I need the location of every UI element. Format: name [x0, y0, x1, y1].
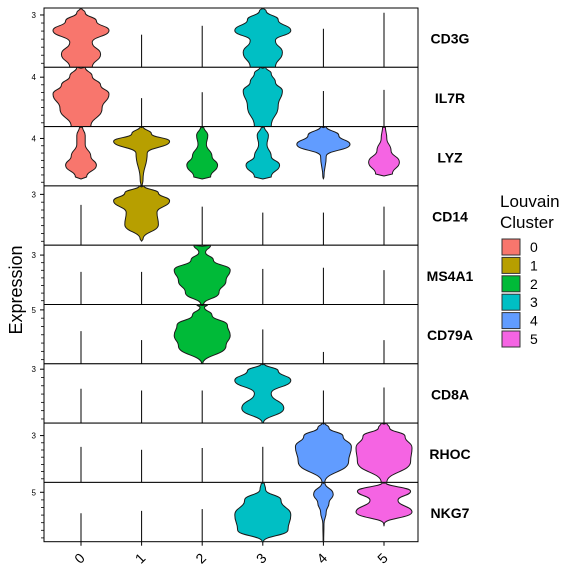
- panel-cd79a: 5 CD79A: [32, 304, 473, 365]
- gene-label: CD79A: [427, 327, 473, 343]
- violin-cluster-0: [52, 7, 110, 68]
- x-tick-label: 3: [253, 550, 270, 567]
- violin-panels: 3 CD3G 4 IL7R 4 LYZ 3 CD14 3 MS4A1 5 CD79A 3 CD8A 3 RHO…: [32, 7, 474, 543]
- x-tick-label: 5: [374, 550, 391, 567]
- legend-swatch-3: [501, 293, 521, 311]
- legend-swatch-4: [501, 312, 521, 330]
- panel-cd14: 3 CD14: [32, 185, 468, 246]
- legend-title: Cluster: [500, 213, 554, 232]
- violin-cluster-2: [173, 244, 231, 305]
- violin-cluster-1: [113, 126, 171, 187]
- gene-label: CD14: [432, 209, 468, 225]
- y-tick-label: 3: [32, 251, 37, 260]
- panel-lyz: 4 LYZ: [32, 126, 463, 187]
- y-tick-label: 5: [32, 306, 37, 315]
- gene-label: CD3G: [431, 31, 470, 47]
- gene-label: MS4A1: [427, 268, 474, 284]
- violin-cluster-3: [242, 66, 283, 128]
- violin-cluster-1: [113, 185, 171, 242]
- x-tick-label: 2: [192, 550, 209, 567]
- y-tick-label: 5: [32, 488, 37, 497]
- panel-cd8a: 3 CD8A: [32, 363, 469, 424]
- gene-label: RHOC: [429, 446, 470, 462]
- violin-cluster-4: [296, 126, 351, 180]
- panel-cd3g: 3 CD3G: [32, 7, 470, 68]
- legend-label-2: 2: [530, 276, 538, 292]
- panel-frame: [43, 422, 419, 483]
- y-tick-label: 3: [32, 365, 37, 374]
- violin-cluster-3: [245, 126, 281, 180]
- legend-label-4: 4: [530, 313, 538, 329]
- violin-cluster-4: [294, 422, 352, 483]
- y-tick-label: 3: [32, 432, 37, 441]
- panel-frame: [43, 304, 419, 365]
- legend-swatch-1: [501, 256, 521, 274]
- violin-cluster-0: [65, 126, 97, 180]
- legend-title: Louvain: [500, 192, 560, 211]
- legend-label-0: 0: [530, 239, 538, 255]
- legend-swatch-5: [501, 330, 521, 348]
- gene-label: NKG7: [431, 505, 470, 521]
- y-tick-label: 4: [32, 73, 37, 82]
- violin-cluster-2: [173, 304, 231, 365]
- violin-cluster-5: [368, 126, 400, 177]
- violin-cluster-5: [355, 481, 413, 527]
- panel-frame: [43, 363, 419, 424]
- violin-cluster-0: [52, 66, 110, 128]
- legend-swatch-0: [501, 238, 521, 256]
- legend-label-5: 5: [530, 331, 538, 347]
- violin-cluster-5: [355, 422, 413, 483]
- x-tick-label: 1: [132, 550, 149, 567]
- gene-label: IL7R: [435, 90, 465, 106]
- legend-swatch-2: [501, 275, 521, 293]
- y-tick-label: 3: [32, 190, 37, 199]
- panel-rhoc: 3 RHOC: [32, 422, 471, 483]
- x-tick-label: 0: [71, 550, 88, 567]
- panel-il7r: 4 IL7R: [32, 66, 465, 128]
- y-axis-label: Expression: [6, 245, 26, 334]
- panel-ms4a1: 3 MS4A1: [32, 244, 474, 305]
- gene-label: LYZ: [437, 149, 463, 165]
- panel-frame: [43, 185, 419, 246]
- panel-nkg7: 5 NKG7: [32, 481, 470, 543]
- x-tick-label: 4: [313, 550, 330, 567]
- y-tick-label: 4: [32, 134, 37, 143]
- legend-label-1: 1: [530, 257, 538, 273]
- violin-cluster-2: [186, 126, 219, 180]
- panel-frame: [43, 7, 419, 68]
- y-tick-label: 3: [32, 11, 37, 20]
- violin-cluster-3: [234, 7, 292, 68]
- legend: Louvain Cluster 0 1 2 3 4 5: [500, 192, 560, 348]
- gene-label: CD8A: [431, 386, 469, 402]
- panel-frame: [43, 126, 419, 187]
- violin-cluster-3: [234, 363, 292, 424]
- x-axis: 0 1 2 3 4 5: [71, 541, 391, 567]
- legend-label-3: 3: [530, 294, 538, 310]
- panel-frame: [43, 244, 419, 305]
- violin-cluster-4: [313, 481, 334, 543]
- violin-cluster-3: [234, 481, 292, 543]
